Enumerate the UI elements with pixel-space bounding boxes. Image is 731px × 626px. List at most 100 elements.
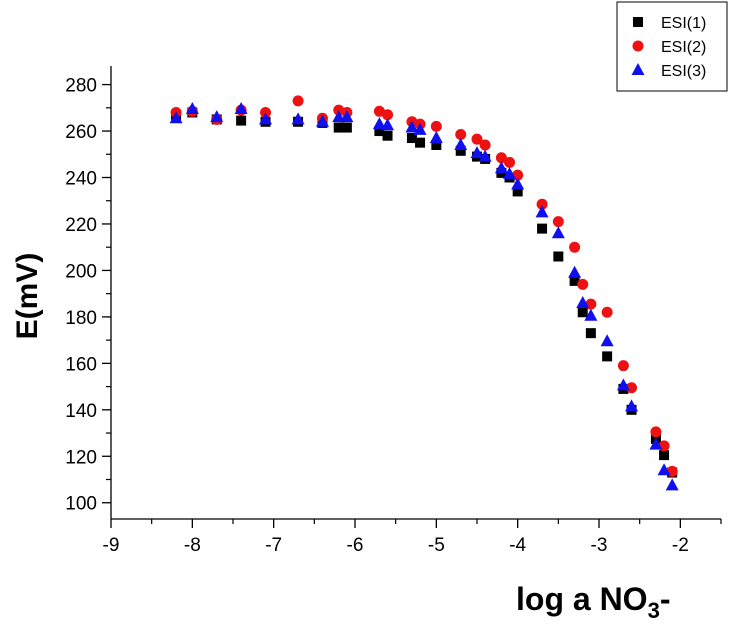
data-point: [537, 223, 548, 234]
data-point: [495, 152, 507, 164]
data-point: [617, 360, 629, 372]
data-point: [568, 265, 582, 278]
data-point: [535, 205, 549, 218]
data-point: [616, 378, 630, 391]
data-point: [478, 149, 492, 162]
y-tick-label: 280: [65, 76, 97, 97]
data-point: [503, 167, 517, 180]
data-point: [600, 334, 614, 347]
x-tick-label: -6: [347, 535, 364, 556]
data-point: [471, 133, 483, 145]
data-point: [536, 198, 548, 210]
x-axis-title: log a NO3-: [516, 581, 670, 623]
data-point: [315, 114, 329, 127]
data-point: [494, 161, 508, 174]
y-tick-label: 220: [65, 215, 97, 236]
data-point: [292, 95, 304, 107]
data-point: [234, 101, 248, 114]
data-point: [382, 130, 393, 141]
x-tick-label: -8: [184, 535, 201, 556]
data-point: [340, 110, 354, 123]
x-tick-label: -3: [591, 535, 608, 556]
x-axis-title-subscript: 3: [648, 598, 660, 623]
plot-frame: [110, 66, 721, 520]
data-point: [512, 186, 523, 197]
data-point: [553, 251, 564, 262]
legend-marker: [633, 17, 643, 27]
data-point: [405, 120, 419, 133]
data-point: [430, 120, 442, 132]
data-point: [584, 308, 598, 321]
data-point: [569, 241, 581, 253]
data-point: [406, 133, 417, 144]
y-axis-title: E(mV): [11, 253, 44, 340]
y-tick-label: 120: [65, 447, 97, 468]
data-point: [470, 146, 484, 159]
x-tick-label: -5: [428, 535, 445, 556]
data-point: [625, 399, 639, 412]
x-axis-ticks: -9 -8 -7 -6 -5 -4 -3 -2: [103, 519, 722, 556]
data-point: [577, 278, 589, 290]
legend-label: ESI(3): [661, 63, 706, 80]
data-point: [602, 351, 613, 362]
data-point: [649, 437, 663, 450]
data-point: [372, 117, 386, 130]
y-tick-label: 140: [65, 401, 97, 422]
series-1: [171, 107, 678, 478]
data-point: [576, 295, 590, 308]
data-points: [169, 95, 679, 491]
y-tick-label: 200: [65, 261, 97, 282]
data-point: [552, 216, 564, 228]
data-point: [413, 122, 427, 135]
legend-label: ESI(1): [661, 15, 706, 32]
y-tick-label: 160: [65, 354, 97, 375]
y-tick-label: 100: [65, 494, 97, 515]
x-tick-label: -2: [672, 535, 689, 556]
y-tick-label: 240: [65, 169, 97, 190]
data-point: [454, 137, 468, 150]
data-point: [577, 307, 588, 318]
data-point: [169, 111, 183, 124]
data-point: [551, 226, 565, 239]
data-point: [650, 426, 662, 438]
data-point: [585, 328, 596, 339]
series-3: [169, 101, 679, 491]
x-axis-title-main: log a NO: [516, 581, 648, 617]
data-point: [236, 115, 247, 126]
x-tick-label: -9: [103, 535, 120, 556]
legend-marker: [632, 40, 644, 52]
y-axis-ticks: 100 120 140 160 180 200 220 240 260 280: [65, 76, 111, 515]
legend: ESI(1) ESI(2) ESI(3): [616, 1, 728, 92]
y-tick-label: 180: [65, 308, 97, 329]
legend-marker: [631, 63, 645, 75]
data-point: [569, 275, 580, 286]
data-point: [455, 145, 466, 156]
data-point: [291, 112, 305, 125]
data-point: [657, 463, 671, 476]
data-point: [332, 110, 346, 123]
data-point: [429, 131, 443, 144]
data-point: [415, 137, 426, 148]
x-tick-label: -4: [509, 535, 526, 556]
data-point: [341, 122, 352, 133]
data-point: [601, 306, 613, 318]
data-point: [382, 109, 394, 121]
data-point: [665, 478, 679, 491]
data-point: [455, 129, 467, 141]
data-point: [504, 156, 516, 168]
data-point: [185, 101, 199, 114]
y-tick-label: 260: [65, 122, 97, 143]
data-point: [210, 110, 224, 123]
data-point: [431, 139, 442, 150]
data-point: [374, 126, 385, 137]
data-point: [511, 177, 525, 190]
data-point: [381, 118, 395, 131]
data-point: [259, 112, 273, 125]
data-point: [659, 450, 670, 461]
data-point: [333, 122, 344, 133]
legend-label: ESI(2): [661, 39, 706, 56]
data-point: [479, 139, 491, 151]
series-2: [170, 95, 678, 477]
x-tick-label: -7: [265, 535, 282, 556]
